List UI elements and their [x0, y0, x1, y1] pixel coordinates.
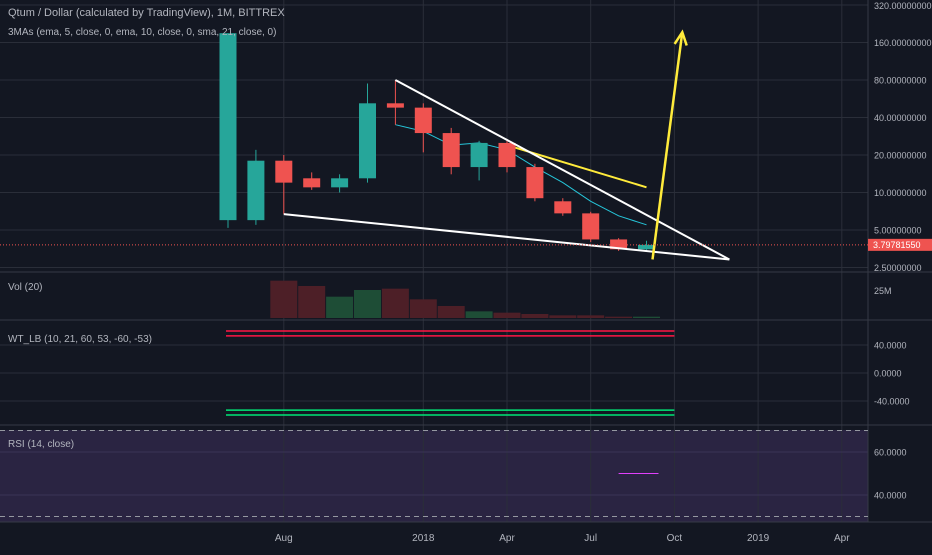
candle-body[interactable]	[470, 142, 488, 168]
volume-bar	[270, 280, 298, 318]
volume-bars	[270, 280, 660, 318]
price-tick-label: 160.00000000	[874, 38, 932, 48]
moving-average-line	[395, 124, 647, 226]
volume-bar	[521, 314, 549, 318]
symbol-title[interactable]: Qtum / Dollar (calculated by TradingView…	[8, 7, 285, 19]
volume-bar	[354, 290, 381, 318]
price-candles	[219, 33, 655, 251]
candle-body[interactable]	[526, 167, 544, 199]
volume-tick-label: 25M	[874, 286, 892, 296]
x-tick-label: Aug	[275, 533, 293, 544]
candle-body[interactable]	[303, 178, 321, 188]
wt-indicator-label[interactable]: WT_LB (10, 21, 60, 53, -60, -53)	[8, 334, 152, 345]
price-tick-label: 5.00000000	[874, 226, 922, 236]
price-scale[interactable]: 320.00000000 160.00000000 80.00000000 40.00…	[874, 1, 932, 501]
wt-tick-label: -40.0000	[874, 397, 910, 407]
ma-indicator-label[interactable]: 3MAs (ema, 5, close, 0, ema, 10, close, …	[8, 27, 276, 38]
candle-body[interactable]	[442, 133, 460, 168]
candle-body[interactable]	[386, 103, 404, 108]
time-scale[interactable]: Aug 2018 Apr Jul Oct 2019 Apr	[275, 533, 850, 544]
volume-bar	[465, 311, 493, 318]
volume-bar	[381, 288, 409, 318]
volume-bar	[409, 299, 437, 318]
price-tick-label: 320.00000000	[874, 1, 932, 11]
candle-body[interactable]	[275, 160, 293, 183]
volume-bar	[326, 296, 354, 318]
x-tick-label: Jul	[584, 533, 597, 544]
candle-body[interactable]	[554, 201, 572, 214]
price-tick-label: 10.00000000	[874, 188, 927, 198]
volume-bar	[577, 315, 605, 318]
x-tick-label: Apr	[834, 533, 850, 544]
rsi-tick-label: 40.0000	[874, 491, 907, 501]
volume-bar	[437, 306, 465, 318]
price-tick-label: 2.50000000	[874, 263, 922, 273]
wt-tick-label: 0.0000	[874, 369, 902, 379]
rsi-indicator-label[interactable]: RSI (14, close)	[8, 439, 74, 450]
x-tick-label: 2018	[412, 533, 435, 544]
candle-body[interactable]	[331, 178, 349, 188]
rsi-lines	[0, 430, 868, 517]
x-tick-label: Apr	[499, 533, 515, 544]
breakout-arrow-head	[673, 29, 688, 46]
volume-indicator-label[interactable]: Vol (20)	[8, 282, 42, 293]
volume-bar	[605, 316, 633, 318]
wedge-trendline[interactable]	[283, 213, 730, 261]
candle-body[interactable]	[359, 103, 376, 179]
wedge-trendline[interactable]	[394, 79, 730, 261]
rsi-pane-background	[0, 430, 868, 522]
rsi-tick-label: 60.0000	[874, 448, 907, 458]
last-price-label: 3.79781550	[873, 240, 921, 250]
last-price-badge	[868, 238, 932, 251]
wt-levels	[226, 330, 675, 416]
x-tick-label: 2019	[747, 533, 770, 544]
candle-body[interactable]	[638, 244, 655, 250]
volume-bar	[298, 286, 326, 318]
wt-tick-label: 40.0000	[874, 341, 907, 351]
x-tick-label: Oct	[667, 533, 683, 544]
drawing-annotations	[283, 29, 730, 261]
price-tick-label: 80.00000000	[874, 76, 927, 86]
candle-body[interactable]	[498, 142, 516, 168]
volume-bar	[493, 312, 521, 318]
candle-body[interactable]	[219, 33, 237, 221]
candle-body[interactable]	[414, 107, 432, 134]
candle-body[interactable]	[247, 160, 265, 221]
grid	[0, 0, 868, 522]
volume-bar	[633, 316, 660, 318]
volume-bar	[549, 315, 577, 318]
candle-body[interactable]	[582, 213, 600, 240]
price-tick-label: 40.00000000	[874, 113, 927, 123]
price-tick-label: 20.00000000	[874, 151, 927, 161]
breakout-arrow[interactable]	[651, 32, 684, 260]
